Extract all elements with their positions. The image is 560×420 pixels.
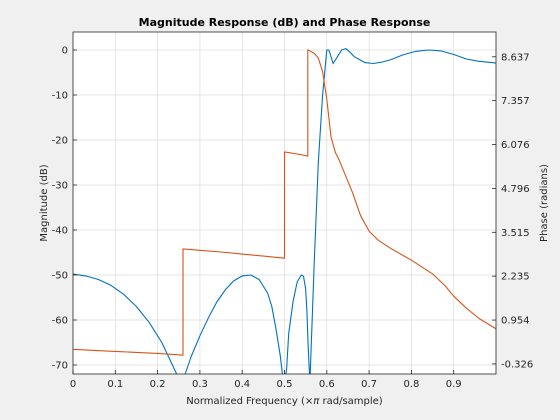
- y-right-tick-label: 8.637: [501, 52, 530, 63]
- y-left-tick-label: -50: [52, 271, 68, 282]
- y-right-tick-label: 2.235: [501, 272, 530, 283]
- x-tick-label: 0.5: [277, 379, 293, 390]
- x-tick-label: 0.9: [446, 379, 462, 390]
- x-tick-label: 0.1: [107, 379, 123, 390]
- y-axis-left: 0 -10 -20 -30 -40 -50 -60 -70: [52, 46, 77, 372]
- x-tick-label: 0.6: [319, 379, 335, 390]
- y-left-tick-label: -10: [52, 91, 68, 102]
- x-tick-label: 0.2: [150, 379, 166, 390]
- x-tick-label: 0.8: [403, 379, 419, 390]
- y-right-tick-label: 3.515: [501, 228, 530, 239]
- chart-title: Magnitude Response (dB) and Phase Respon…: [139, 16, 431, 29]
- y-axis-right-label: Phase (radians): [539, 164, 550, 242]
- y-left-tick-label: -70: [52, 361, 68, 372]
- y-right-tick-label: 6.076: [501, 140, 530, 151]
- y-left-tick-label: -60: [52, 316, 68, 327]
- y-left-tick-label: -20: [52, 136, 68, 147]
- x-tick-label: 0: [70, 379, 76, 390]
- x-axis-label: Normalized Frequency (×π rad/sample): [186, 396, 383, 407]
- y-right-tick-label: -0.326: [501, 359, 533, 370]
- phase-line: [73, 49, 496, 356]
- x-tick-label: 0.3: [192, 379, 208, 390]
- y-left-tick-label: 0: [62, 46, 68, 57]
- y-left-tick-label: -40: [52, 226, 68, 237]
- x-axis: 0 0.1 0.2 0.3 0.4 0.5 0.6 0.7 0.8 0.9: [70, 370, 462, 390]
- y-right-tick-label: 4.796: [501, 184, 530, 195]
- magnitude-line: [73, 48, 496, 374]
- y-axis-right: 8.637 7.357 6.076 4.796 3.515 2.235 0.954 -0.32…: [492, 52, 533, 370]
- y-left-tick-label: -30: [52, 181, 68, 192]
- y-right-tick-label: 7.357: [501, 96, 530, 107]
- x-tick-label: 0.4: [234, 379, 250, 390]
- y-right-tick-label: 0.954: [501, 316, 530, 327]
- y-axis-left-label: Magnitude (dB): [39, 164, 50, 241]
- series-layer: [73, 48, 496, 374]
- x-tick-label: 0.7: [361, 379, 377, 390]
